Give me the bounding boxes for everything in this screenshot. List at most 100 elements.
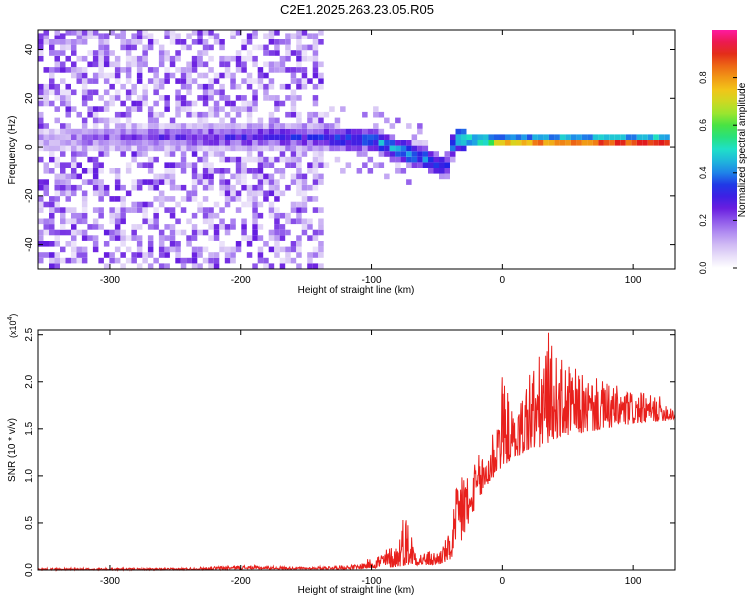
spectrogram-cell [65, 106, 71, 112]
spectrogram-cell [54, 39, 60, 45]
spectrogram-cell [81, 196, 88, 202]
spectrogram-cell [296, 50, 302, 56]
spectrogram-cell [301, 218, 308, 225]
spectrogram-cell [246, 78, 253, 84]
spectrogram-cell [450, 156, 456, 163]
snr-x-axis-label: Height of straight line (km) [298, 585, 415, 596]
spectrogram-cell [296, 30, 302, 36]
spectrogram-cell [213, 78, 220, 84]
spectrogram-cell [241, 123, 247, 129]
spectrogram-cell [285, 50, 291, 56]
snr-plot-area [38, 330, 675, 570]
spectrogram-cell [60, 95, 66, 101]
spectrogram-cell [60, 33, 66, 39]
spectrogram-cell [312, 55, 319, 62]
spectrogram-cell [241, 156, 247, 163]
spectrogram-cell [164, 140, 170, 146]
spectrogram-cell [158, 123, 165, 129]
spectrogram-cell [444, 173, 450, 180]
spectrogram-cell [92, 117, 99, 124]
spectrogram-cell [147, 44, 154, 51]
spectrogram-cell [65, 123, 71, 129]
spectrogram-cell [312, 156, 319, 163]
spectrogram-cell [312, 235, 319, 241]
spectrogram-cell [81, 83, 88, 90]
spectrogram-cell [65, 145, 71, 152]
spectrogram-cell [197, 30, 203, 36]
spectrogram-cell [60, 246, 66, 253]
spectrogram-cell [510, 134, 516, 140]
spectrogram-cell [246, 117, 253, 124]
spectrogram-cell [191, 123, 198, 129]
spectrogram-cell [230, 140, 236, 146]
spectrogram-cell [268, 207, 275, 213]
spectrogram-cell [158, 190, 165, 197]
spectrogram-cell [395, 117, 401, 124]
spectrogram-cell [54, 173, 60, 180]
spectrogram-cell [81, 128, 88, 135]
spectrogram-cell [147, 67, 154, 73]
spectrogram-cell [71, 89, 77, 96]
spectrogram-cell [384, 173, 390, 180]
spectrogram-cell [120, 100, 126, 107]
spectrogram-cell [208, 111, 214, 118]
spectrogram-cell [92, 190, 99, 197]
spectrogram-cell [274, 196, 280, 202]
spectrogram-cell [230, 134, 236, 140]
spectrogram-cell [246, 201, 253, 208]
spectrogram-cell [54, 106, 60, 112]
spectrogram-cell [202, 179, 209, 185]
spectrogram-cell [274, 106, 280, 112]
spectrogram-cell [208, 95, 214, 101]
spectrogram-cell [120, 229, 126, 236]
spectrogram-cell [208, 207, 214, 213]
spectrogram-cell [241, 67, 247, 73]
spectrogram-cell [98, 224, 104, 230]
spectrogram-cell [340, 134, 346, 140]
spectrogram-cell [125, 95, 132, 101]
y-tick-label: 0.5 [24, 516, 35, 530]
spectrogram-cell [213, 111, 220, 118]
spectrogram-cell [279, 100, 286, 107]
spectrogram-cell [158, 61, 165, 68]
spectrogram-cell [274, 252, 280, 258]
spectrogram-cell [103, 50, 110, 56]
spectrogram-cell [290, 95, 297, 101]
spectrogram-cell [114, 207, 121, 213]
spectrogram-cell [197, 33, 203, 39]
spectrogram-cell [246, 72, 253, 79]
spectrogram-cell [191, 212, 198, 219]
spectrogram-cell [71, 156, 77, 163]
y-tick-label: 2.5 [24, 327, 35, 341]
x-tick-label: -100 [362, 275, 382, 286]
spectrogram-cell [224, 257, 231, 264]
spectrogram-cell [38, 134, 44, 140]
spectrogram-cell [186, 61, 192, 68]
spectrogram-cell [290, 151, 297, 157]
spectrogram-cell [433, 162, 439, 168]
spectrogram-cell [208, 83, 214, 90]
spectrogram-cell [191, 100, 198, 107]
spectrogram-cell [136, 39, 143, 45]
spectrogram-cell [136, 184, 143, 191]
spectrogram-cell [125, 78, 132, 84]
spectrogram-cell [103, 39, 110, 45]
spectrogram-cell [230, 224, 236, 230]
spectrogram-cell [301, 196, 308, 202]
spectrogram-cell [120, 151, 126, 157]
spectrogram-cell [197, 134, 203, 140]
spectrogram-cell [301, 179, 308, 185]
spectrogram-cell [186, 134, 192, 140]
spectrogram-cell [494, 134, 500, 140]
spectrogram-cell [92, 224, 99, 230]
spectrogram-cell [450, 145, 456, 152]
spectrogram-cell [131, 89, 137, 96]
spectrogram-cell [241, 145, 247, 152]
spectrogram-cell [191, 229, 198, 236]
spectrogram-cell [202, 134, 209, 140]
spectrogram-cell [191, 67, 198, 73]
spectrogram-cell [268, 246, 275, 253]
spectrogram-cell [219, 207, 225, 213]
spectrogram-cell [186, 123, 192, 129]
spectrogram-cell [191, 61, 198, 68]
